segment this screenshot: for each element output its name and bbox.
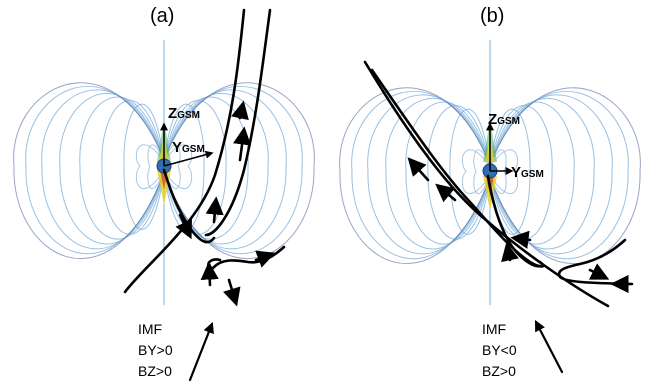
panel-b-imf-by: BY<0 [482, 342, 517, 358]
panel-a-label: (a) [150, 5, 174, 27]
panel-a-trace-right [204, 8, 272, 237]
panel-a-field-lines [13, 82, 315, 260]
panel-b-arrow-1 [407, 157, 430, 182]
panel-b-y-label: YGSM [511, 164, 544, 181]
field-line [163, 85, 303, 255]
field-line [163, 82, 315, 260]
panel-a-trace-left [123, 8, 246, 294]
field-line [101, 100, 165, 235]
panel-b-imf: IMF BY<0 BZ>0 [482, 320, 564, 379]
panel-a-imf-bz: BZ>0 [138, 363, 172, 379]
panel-a-arrow-right [254, 250, 276, 268]
panel-b-z-label: ZGSM [488, 111, 520, 128]
panel-b-traces [363, 60, 634, 308]
panel-a-arrow-down-1 [175, 213, 192, 240]
field-line [489, 149, 519, 194]
panel-b-arrow-3 [510, 230, 532, 249]
field-line [489, 108, 531, 235]
panel-a-imf-title: IMF [138, 321, 162, 337]
field-line [405, 101, 491, 245]
panel-a: (a) ZGSM YGSM [13, 5, 315, 382]
field-line [449, 108, 491, 235]
field-line [339, 87, 491, 265]
panel-a-arrow-up-2 [231, 100, 249, 121]
panel-b-trace-hook [557, 238, 634, 286]
panel-a-arrow-up-4 [200, 261, 219, 287]
panel-b: (b) ZGSM YGSM [339, 5, 641, 379]
field-line [13, 82, 165, 260]
panel-a-arrow-up-3 [205, 196, 224, 224]
panel-a-imf: IMF BY>0 BZ>0 [138, 321, 214, 382]
panel-a-z-label: ZGSM [168, 105, 200, 122]
panel-a-y-label: YGSM [172, 139, 205, 156]
panel-a-y-axis-arrow [163, 150, 214, 167]
field-line [489, 90, 629, 260]
panel-a-arrow-down-2 [223, 278, 241, 307]
field-line [163, 144, 193, 189]
panel-a-imf-by: BY>0 [138, 342, 173, 358]
field-line [25, 85, 165, 255]
panel-b-imf-arrow [534, 320, 564, 374]
field-line [59, 93, 165, 245]
field-line [163, 144, 181, 189]
field-line [427, 105, 491, 240]
field-line [473, 149, 491, 194]
field-line [461, 149, 491, 194]
panel-a-imf-arrow [188, 321, 214, 382]
panel-b-arrow-5 [588, 263, 610, 280]
field-line [147, 144, 165, 189]
panel-a-arrow-up-1 [233, 126, 252, 162]
field-line [489, 87, 641, 265]
field-line [351, 90, 491, 260]
panel-b-arrow-4 [501, 242, 519, 263]
field-line [123, 103, 165, 230]
panel-b-trace-center [486, 174, 542, 268]
panel-b-imf-bz: BZ>0 [482, 363, 516, 379]
field-line [135, 144, 165, 189]
field-line [79, 96, 165, 240]
panel-a-traces [123, 8, 286, 307]
panel-b-label: (b) [480, 5, 504, 27]
panel-b-arrow-2 [435, 183, 457, 203]
panel-b-imf-title: IMF [482, 321, 506, 337]
